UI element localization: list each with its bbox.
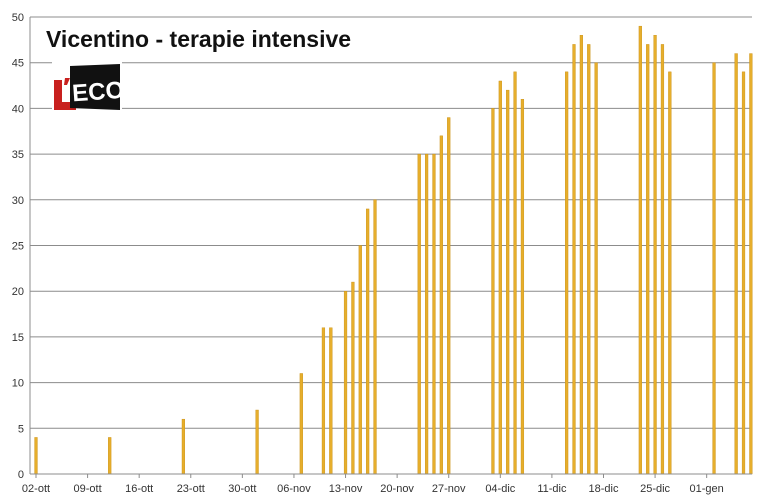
x-tick-label: 23-ott [177, 483, 205, 495]
bar [447, 117, 451, 475]
bar [491, 108, 495, 475]
axes [29, 17, 752, 475]
bar [366, 208, 370, 475]
bar [668, 71, 672, 475]
x-tick-label: 11-dic [537, 483, 567, 495]
x-tick-label: 18-dic [589, 483, 619, 495]
bar [299, 373, 303, 475]
bar [660, 44, 665, 475]
x-tick-label: 27-nov [432, 483, 466, 495]
bar [343, 291, 348, 475]
bar [432, 153, 436, 475]
y-tick-label: 35 [12, 149, 24, 161]
y-tick-label: 50 [12, 12, 24, 24]
y-tick-label: 20 [12, 286, 24, 298]
y-tick-label: 0 [18, 469, 24, 481]
bar [321, 327, 326, 475]
y-tick-label: 25 [12, 241, 24, 253]
y-tick-label: 15 [12, 332, 24, 344]
bar [425, 153, 429, 475]
x-tick-label: 06-nov [277, 483, 311, 495]
y-tick-label: 5 [18, 423, 24, 435]
bar [594, 62, 598, 475]
x-tick-label: 20-nov [380, 483, 414, 495]
bar [572, 44, 576, 475]
bar [498, 80, 502, 475]
x-tick-label: 16-ott [125, 483, 153, 495]
y-tick-label: 45 [12, 58, 24, 70]
y-tick-labels: 0 5 10 15 20 25 30 35 40 45 50 [12, 12, 24, 481]
bar [565, 71, 569, 475]
eco-logo: ECO [52, 60, 125, 112]
bars [34, 25, 753, 475]
bar [181, 418, 185, 475]
x-tick-label: 30-ott [228, 483, 256, 495]
bar [520, 99, 525, 475]
bar [712, 62, 716, 475]
bar [638, 25, 642, 475]
bar [34, 437, 38, 475]
bar [255, 409, 259, 475]
svg-text:ECO: ECO [71, 77, 122, 108]
bar [108, 437, 112, 475]
bar [653, 35, 657, 475]
x-tick-label: 01-gen [690, 483, 724, 495]
bar [734, 53, 738, 475]
x-tick-label: 13-nov [329, 483, 363, 495]
bar [646, 44, 650, 475]
x-tick-label: 02-ott [22, 483, 50, 495]
chart-title: Vicentino - terapie intensive [46, 26, 352, 52]
bar [506, 89, 510, 475]
bar [439, 135, 443, 475]
x-tick-labels: 02-ott 09-ott 16-ott 23-ott 30-ott 06-nov 13-n… [22, 474, 724, 495]
bar [579, 35, 583, 475]
bar [358, 245, 362, 475]
grid-lines [30, 16, 752, 429]
bar [417, 153, 421, 475]
x-tick-label: 04-dic [485, 483, 515, 495]
y-tick-label: 30 [12, 195, 24, 207]
x-tick-label: 09-ott [74, 483, 102, 495]
bar [749, 53, 753, 475]
y-tick-label: 40 [12, 103, 24, 115]
bar [741, 71, 746, 475]
bar [351, 281, 355, 475]
bar [513, 71, 517, 475]
y-tick-label: 10 [12, 378, 24, 390]
bar [373, 199, 377, 475]
bar [587, 44, 591, 475]
bar [329, 327, 333, 475]
x-tick-label: 25-dic [640, 483, 670, 495]
